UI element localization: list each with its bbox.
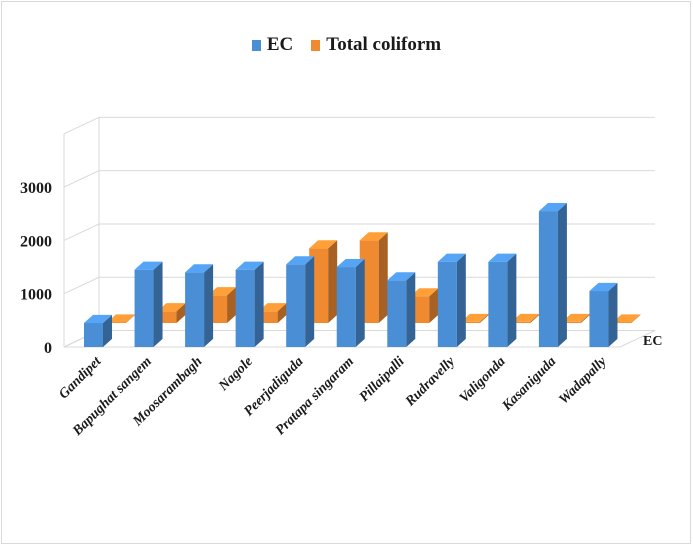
bar-ec-top xyxy=(84,314,112,324)
bar-ec-top xyxy=(589,282,618,292)
gridline xyxy=(63,170,655,188)
bar-ec xyxy=(488,261,508,347)
bar-total-coliform-top xyxy=(157,303,186,312)
bar-total-coliform xyxy=(511,321,531,323)
bar-total-coliform-top xyxy=(107,314,135,323)
y-tick-label: 2000 xyxy=(20,233,52,250)
bar-total-coliform xyxy=(460,321,480,323)
bar-total-coliform xyxy=(107,322,126,323)
bar-ec-side xyxy=(456,253,466,347)
x-tick-label: Valigonda xyxy=(457,354,509,406)
bar-total-coliform-side xyxy=(479,313,489,323)
bar-ec-top xyxy=(437,253,466,262)
bar-ec-side xyxy=(204,264,214,347)
bar-total-coliform-side xyxy=(277,303,287,323)
bar-total-coliform-top xyxy=(511,313,540,322)
bar-ec xyxy=(336,267,356,347)
bar-total-coliform-side xyxy=(328,240,338,323)
bar-ec xyxy=(235,269,255,347)
bar-ec-top xyxy=(185,264,214,273)
bar-total-coliform-top xyxy=(561,313,590,322)
bar-ec-side xyxy=(507,253,517,347)
x-tick-label: Pillaipalli xyxy=(357,354,408,405)
x-tick-label: Gandipet xyxy=(56,353,105,402)
bar-ec-side xyxy=(557,202,567,347)
bar-ec xyxy=(437,261,457,347)
bar-total-coliform-side xyxy=(227,287,237,323)
legend-label-ec: EC xyxy=(266,34,294,55)
bar-total-coliform-side xyxy=(580,313,590,323)
bar-ec-top xyxy=(235,261,264,270)
chart-legend: EC Total coliform xyxy=(0,34,693,56)
bar-ec xyxy=(84,323,103,347)
bar-total-coliform-side xyxy=(378,232,388,323)
x-tick-label: Rudravelly xyxy=(402,354,458,410)
bar-total-coliform-side xyxy=(530,313,540,323)
bar-total-coliform-side xyxy=(631,314,641,323)
x-tick-label: Kasaniguda xyxy=(499,354,559,414)
bar-total-coliform-side xyxy=(429,288,439,323)
bar-total-coliform-top xyxy=(460,313,489,322)
bar-total-coliform-top xyxy=(612,314,641,323)
bar-ec xyxy=(185,272,205,347)
bar-total-coliform-side xyxy=(176,303,186,323)
gridline xyxy=(63,116,655,135)
y-tick-label: 1000 xyxy=(20,287,52,304)
bar-ec-side xyxy=(103,314,112,347)
bar-ec-side xyxy=(355,258,365,347)
bar-ec-top xyxy=(134,261,163,270)
x-tick-label: Wadapally xyxy=(556,354,610,408)
bar-ec-side xyxy=(254,261,264,347)
bar-ec xyxy=(538,211,558,347)
bar-ec-side xyxy=(608,282,618,347)
legend-swatch-total-coliform xyxy=(311,39,321,51)
bar-ec xyxy=(589,291,609,347)
bar-total-coliform xyxy=(561,321,581,323)
bar-ec-side xyxy=(153,261,163,347)
legend-item-ec: EC xyxy=(251,34,294,56)
bar-ec xyxy=(387,280,407,347)
y-tick-label: 3000 xyxy=(20,180,52,197)
bar-total-coliform-top xyxy=(359,232,388,241)
bar-ec-top xyxy=(488,253,517,262)
legend-label-total-coliform: Total coliform xyxy=(326,34,442,55)
depth-axis-label: EC xyxy=(643,334,662,349)
bar-ec xyxy=(134,269,154,347)
bar-total-coliform xyxy=(612,322,632,323)
bar-ec-top xyxy=(286,256,315,265)
x-tick-label: Nagole xyxy=(216,354,256,394)
bar-ec-top xyxy=(336,258,365,268)
y-tick-label: 0 xyxy=(44,340,52,357)
legend-item-total-coliform: Total coliform xyxy=(311,34,441,56)
bar-ec-side xyxy=(406,272,416,347)
bar-total-coliform-top xyxy=(208,287,237,296)
bar-ec-side xyxy=(305,256,315,347)
bar-total-coliform xyxy=(157,311,177,323)
bar-total-coliform-top xyxy=(258,303,287,312)
bar-ec xyxy=(286,264,306,347)
legend-swatch-ec xyxy=(251,39,261,51)
bar-ec-top xyxy=(387,272,416,281)
bar-ec-top xyxy=(538,202,567,212)
bar-total-coliform-top xyxy=(309,240,338,249)
bar-total-coliform xyxy=(258,311,278,323)
bar-total-coliform-side xyxy=(126,314,135,323)
bar-total-coliform-top xyxy=(410,288,439,297)
